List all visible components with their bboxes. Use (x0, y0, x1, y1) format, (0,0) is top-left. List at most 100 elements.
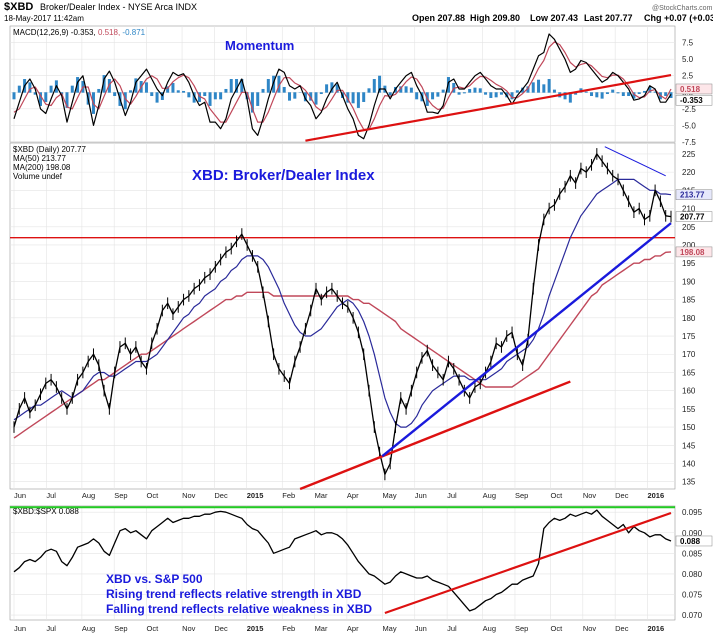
x-tick-label: Jun (415, 491, 427, 500)
macd-histogram-bar (235, 79, 239, 93)
y-tick-label: 135 (682, 478, 696, 487)
x-tick-label: Sep (114, 491, 127, 500)
symbol: $XBD (4, 1, 33, 13)
x-tick-label: Oct (551, 624, 564, 633)
macd-histogram-bar (462, 92, 466, 94)
low-value: Low 207.43 (530, 13, 578, 23)
y-tick-label: 170 (682, 350, 696, 359)
macd-histogram-bar (49, 85, 53, 93)
macd-histogram-bar (510, 92, 514, 100)
ratio-trendline (384, 511, 672, 615)
ma50-last-tag: 213.77 (680, 191, 705, 200)
x-tick-label: Nov (182, 624, 196, 633)
macd-histogram-bar (150, 92, 154, 96)
volume-legend: Volume undef (13, 172, 63, 181)
macd-histogram-bar (468, 88, 472, 93)
macd-histogram-bar (521, 87, 525, 93)
macd-histogram-bar (515, 90, 519, 93)
macd-histogram-bar (616, 92, 620, 94)
ratio-annotation-2: Rising trend reflects relative strength … (106, 587, 362, 601)
macd-histogram-bar (478, 88, 482, 93)
macd-histogram-bar (388, 92, 392, 96)
y-tick-label: -5.0 (682, 121, 696, 130)
macd-histogram-bar (346, 92, 350, 103)
macd-histogram-bar (499, 92, 503, 95)
change-value: Chg +0.07 (+0.03%) (644, 13, 713, 23)
macd-histogram-bar (129, 90, 133, 93)
macd-legend-signal: 0.518, (98, 28, 122, 37)
macd-histogram-bar (595, 92, 599, 98)
macd-legend-hist: -0.871 (122, 28, 145, 37)
macd-histogram-bar (632, 92, 636, 99)
macd-histogram-bar (213, 92, 217, 100)
y-tick-label: 165 (682, 368, 696, 377)
macd-histogram-bar (563, 92, 567, 100)
macd-histogram-bar (28, 82, 32, 93)
macd-histogram-bar (17, 85, 21, 93)
macd-signal-line (13, 41, 672, 130)
macd-legend-macd: MACD(12,26,9) -0.353, (13, 28, 98, 37)
macd-histogram-bar (33, 92, 37, 95)
macd-trendline (305, 73, 672, 142)
x-tick-label: Aug (483, 491, 496, 500)
y-tick-label: 205 (682, 223, 696, 232)
momentum-label: Momentum (225, 38, 294, 53)
macd-histogram-bar (123, 92, 127, 110)
macd-histogram-bar (197, 92, 201, 102)
macd-histogram-bar (574, 92, 578, 95)
macd-histogram-bar (494, 92, 498, 98)
price-last-tag: 207.77 (680, 213, 705, 222)
y-tick-label: 7.5 (682, 39, 694, 48)
x-tick-label: Dec (214, 624, 228, 633)
macd-histogram-bar (611, 89, 615, 93)
chart-date: 18-May-2017 11:42am (4, 14, 84, 23)
x-tick-label: Mar (315, 491, 328, 500)
macd-histogram-bar (319, 92, 323, 95)
price-top-trendline (604, 146, 666, 177)
macd-histogram-bar (473, 87, 477, 93)
macd-last-tag: -0.353 (680, 96, 703, 105)
ratio-panel-frame (9, 505, 676, 621)
macd-histogram-bar (325, 84, 329, 93)
grid-lines (10, 26, 675, 620)
macd-histogram-bar (653, 91, 657, 93)
x-tick-label: May (382, 624, 396, 633)
x-tick-label: 2016 (647, 624, 664, 633)
watermark: @StockCharts.com (652, 5, 713, 12)
price-red-trendline (299, 380, 571, 491)
x-tick-label: Mar (315, 624, 328, 633)
macd-histogram-bar (12, 92, 16, 100)
macd-histogram-bar (219, 92, 223, 100)
macd-histogram-bar (65, 92, 69, 108)
macd-histogram-bar (245, 92, 249, 100)
macd-histogram-bar (600, 92, 604, 99)
y-tick-label: 0.070 (682, 611, 703, 620)
x-tick-label: Oct (147, 624, 160, 633)
x-tick-label: Sep (515, 491, 528, 500)
x-tick-label: Feb (282, 624, 295, 633)
macd-histogram-bar (134, 78, 138, 93)
macd-histogram-bar (547, 79, 551, 93)
macd-histogram-bar (441, 89, 445, 93)
x-tick-label: Aug (82, 491, 95, 500)
x-tick-label: Jul (447, 624, 457, 633)
x-tick-label: 2016 (647, 491, 664, 500)
y-tick-label: 0.075 (682, 590, 703, 599)
macd-histogram-bar (277, 75, 281, 93)
macd-histogram-bar (166, 86, 170, 93)
macd-histogram-bar (531, 82, 535, 93)
macd-histogram-bar (637, 92, 641, 95)
macd-histogram-bar (605, 92, 609, 95)
axis-layer: 7.55.02.50.0-2.5-5.0-7.52252202152102052… (14, 39, 713, 633)
macd-histogram-bar (208, 92, 212, 106)
macd-histogram-bar (372, 79, 376, 93)
x-tick-label: Apr (347, 491, 359, 500)
x-tick-label: 2015 (247, 624, 264, 633)
macd-last-tag-box (675, 94, 713, 106)
macd-histogram-bar (261, 88, 265, 93)
macd-histogram-bar (330, 82, 334, 93)
macd-histogram-bar (203, 92, 207, 96)
ma200-legend: MA(200) 198.08 (13, 163, 71, 172)
macd-histogram-bar (303, 92, 307, 102)
macd-histogram-bar (356, 92, 360, 108)
